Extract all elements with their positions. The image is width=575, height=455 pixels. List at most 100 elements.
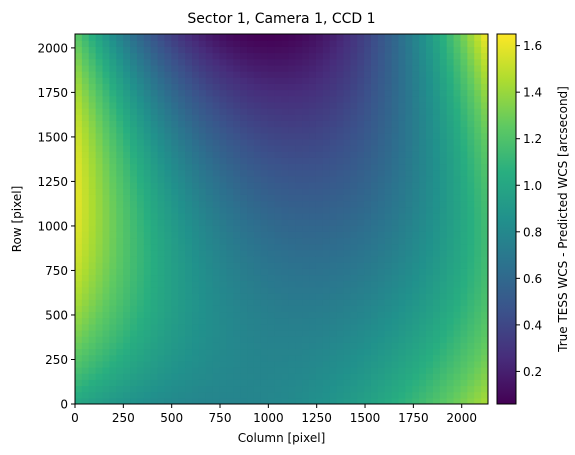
heatmap-cell xyxy=(474,342,482,350)
heatmap-cell xyxy=(157,280,166,288)
heatmap-cell xyxy=(178,163,186,171)
heatmap-cell xyxy=(350,225,358,232)
heatmap-cell xyxy=(295,114,303,121)
heatmap-cell xyxy=(288,95,296,103)
heatmap-cell xyxy=(295,138,303,146)
heatmap-cell xyxy=(467,379,475,387)
heatmap-cell xyxy=(398,311,406,319)
heatmap-cell xyxy=(150,40,159,47)
heatmap-cell xyxy=(143,40,152,47)
heatmap-cell xyxy=(343,58,351,66)
heatmap-cell xyxy=(377,95,386,103)
heatmap-cell xyxy=(178,77,186,84)
heatmap-cell xyxy=(164,305,172,313)
heatmap-cell xyxy=(288,200,296,208)
heatmap-cell xyxy=(446,132,455,140)
heatmap-cell xyxy=(357,330,365,337)
heatmap-cell xyxy=(240,151,248,158)
heatmap-cell xyxy=(315,360,324,368)
heatmap-cell xyxy=(164,34,172,41)
heatmap-cell xyxy=(315,126,324,134)
heatmap-cell xyxy=(439,120,448,128)
heatmap-cell xyxy=(398,188,406,195)
heatmap-cell xyxy=(205,336,214,343)
heatmap-cell xyxy=(315,212,324,220)
heatmap-cell xyxy=(198,194,207,202)
heatmap-cell xyxy=(467,83,475,91)
heatmap-cell xyxy=(192,46,200,54)
heatmap-cell xyxy=(157,379,166,387)
heatmap-cell xyxy=(405,157,413,165)
heatmap-cell xyxy=(426,391,434,399)
heatmap-cell xyxy=(95,126,104,134)
heatmap-cell xyxy=(253,274,262,282)
heatmap-cell xyxy=(281,188,289,195)
heatmap-cell xyxy=(143,274,152,282)
heatmap-cell xyxy=(309,206,317,214)
heatmap-cell xyxy=(419,311,427,319)
heatmap-cell xyxy=(95,391,104,399)
heatmap-cell xyxy=(198,46,207,54)
heatmap-cell xyxy=(329,151,338,158)
heatmap-cell xyxy=(274,194,283,202)
heatmap-cell xyxy=(481,151,488,158)
heatmap-cell xyxy=(343,354,351,362)
heatmap-cell xyxy=(398,243,406,251)
heatmap-cell xyxy=(377,175,386,183)
heatmap-cell xyxy=(185,101,193,109)
heatmap-cell xyxy=(171,40,179,47)
heatmap-cell xyxy=(315,89,324,97)
x-tick-label: 1750 xyxy=(398,411,429,425)
heatmap-cell xyxy=(398,89,406,97)
heatmap-cell xyxy=(253,182,262,189)
heatmap-cell xyxy=(432,225,441,232)
heatmap-cell xyxy=(233,108,241,115)
heatmap-cell xyxy=(102,163,111,171)
heatmap-cell xyxy=(240,157,248,165)
heatmap-cell xyxy=(426,268,434,276)
heatmap-cell xyxy=(309,151,317,158)
heatmap-cell xyxy=(432,89,441,97)
heatmap-cell xyxy=(309,379,317,387)
heatmap-cell xyxy=(439,64,448,72)
heatmap-cell xyxy=(260,182,269,189)
heatmap-cell xyxy=(474,212,482,220)
heatmap-cell xyxy=(467,219,475,226)
heatmap-cell xyxy=(267,256,276,263)
heatmap-cell xyxy=(288,126,296,134)
heatmap-cell xyxy=(95,317,104,325)
heatmap-cell xyxy=(474,95,482,103)
heatmap-cell xyxy=(116,243,124,251)
heatmap-cell xyxy=(164,317,172,325)
heatmap-cell xyxy=(102,145,111,152)
heatmap-cell xyxy=(109,274,117,282)
heatmap-cell xyxy=(384,354,393,362)
heatmap-cell xyxy=(143,336,152,343)
heatmap-cell xyxy=(116,182,124,189)
heatmap-cell xyxy=(205,237,214,245)
heatmap-cell xyxy=(219,219,228,226)
colorbar-tick-label: 1.4 xyxy=(523,86,542,100)
heatmap-cell xyxy=(75,280,83,288)
heatmap-cell xyxy=(281,95,289,103)
heatmap-cell xyxy=(198,373,207,380)
heatmap-cell xyxy=(481,206,488,214)
heatmap-cell xyxy=(102,397,111,404)
heatmap-cell xyxy=(439,200,448,208)
heatmap-cell xyxy=(116,305,124,313)
heatmap-cell xyxy=(481,64,488,72)
heatmap-cell xyxy=(130,397,138,404)
heatmap-cell xyxy=(357,34,365,41)
heatmap-cell xyxy=(474,286,482,294)
heatmap-cell xyxy=(377,200,386,208)
heatmap-cell xyxy=(295,71,303,78)
heatmap-cell xyxy=(288,206,296,214)
heatmap-cell xyxy=(419,274,427,282)
heatmap-cell xyxy=(171,120,179,128)
heatmap-cell xyxy=(157,231,166,239)
heatmap-cell xyxy=(205,391,214,399)
heatmap-cell xyxy=(157,397,166,404)
heatmap-cell xyxy=(329,348,338,356)
heatmap-cell xyxy=(322,243,331,251)
heatmap-cell xyxy=(150,249,159,257)
